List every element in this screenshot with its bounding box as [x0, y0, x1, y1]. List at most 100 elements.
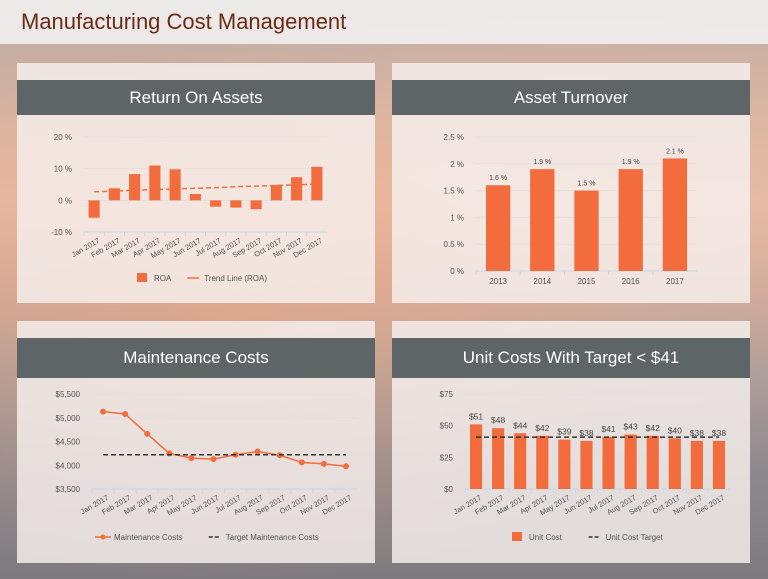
data-label: $44 [513, 420, 527, 430]
target-line [94, 183, 317, 193]
legend-swatch [137, 273, 147, 282]
y-tick-label: 0 % [58, 196, 72, 205]
x-tick-label: 2015 [578, 277, 596, 286]
data-point [298, 459, 305, 466]
legend-swatch [512, 532, 522, 541]
data-label: 2.1 % [666, 148, 684, 155]
bar [668, 438, 681, 489]
bar [558, 439, 571, 489]
data-label: $42 [646, 423, 660, 433]
legend-label: Maintenance Costs [114, 533, 182, 542]
y-tick-label: $50 [440, 422, 454, 431]
data-label: $40 [668, 425, 682, 435]
bar [690, 440, 703, 489]
y-tick-label: $75 [440, 390, 454, 399]
y-tick-label: $25 [440, 453, 454, 462]
bar [189, 194, 201, 201]
bar [270, 185, 282, 201]
data-label: 1.5 % [578, 181, 596, 188]
data-label: 1.9 % [533, 159, 551, 166]
bar [492, 428, 505, 489]
y-tick-label: $5,500 [56, 390, 81, 399]
legend-label: Target Maintenance Costs [226, 533, 319, 542]
bar [580, 440, 593, 489]
bar [311, 166, 323, 201]
x-tick-label: 2017 [666, 277, 684, 286]
y-tick-label: 2.5 % [444, 133, 464, 142]
bar [469, 424, 483, 489]
x-tick-label: 2016 [622, 277, 640, 286]
data-label: $43 [624, 422, 638, 432]
bar [88, 200, 100, 218]
y-tick-label: 20 % [54, 133, 72, 142]
bar [230, 200, 242, 208]
bar [646, 435, 659, 489]
y-tick-label: $5,000 [56, 414, 81, 423]
y-tick-label: 1 % [450, 213, 464, 222]
bar [149, 165, 161, 201]
page-header: Manufacturing Cost Management [0, 0, 768, 44]
legend-label: Unit Cost Target [606, 533, 664, 542]
unit-cost-title: Unit Costs With Target < $41 [392, 338, 750, 378]
bar [291, 177, 303, 201]
bar [129, 174, 141, 201]
bar [662, 158, 688, 271]
data-label: $39 [557, 427, 571, 437]
data-point [210, 456, 217, 463]
data-label: $38 [690, 428, 704, 438]
legend-label: ROA [154, 274, 172, 283]
bar [624, 434, 637, 489]
data-label: $51 [469, 411, 483, 421]
y-tick-label: 2 % [450, 160, 464, 169]
bar [250, 200, 262, 210]
bar [108, 188, 120, 201]
turnover-title: Asset Turnover [392, 80, 750, 115]
series-line [102, 410, 347, 467]
x-tick-label: 2013 [489, 277, 507, 286]
y-tick-label: $4,000 [56, 461, 81, 470]
data-label: $42 [535, 423, 549, 433]
y-tick-label: 0.5 % [444, 240, 464, 249]
y-tick-label: 0 % [450, 267, 464, 276]
bar [485, 185, 511, 271]
bar [530, 169, 555, 271]
y-tick-label: $0 [444, 485, 453, 494]
bar [514, 433, 527, 489]
data-point [342, 463, 349, 470]
x-tick-label: 2014 [533, 277, 551, 286]
y-tick-label: $4,500 [56, 438, 81, 447]
unit-cost-panel: Unit Costs With Target < $41 $0 $25 $50 $75… [392, 321, 750, 563]
y-tick-label: 1.5 % [444, 187, 464, 196]
page-title: Manufacturing Cost Management [21, 9, 347, 34]
data-point [144, 430, 151, 437]
bar [602, 437, 615, 489]
data-label: $38 [579, 428, 593, 438]
bar [574, 190, 599, 271]
bar [210, 200, 222, 207]
y-tick-label: -10 % [51, 228, 72, 237]
data-label: 1.9 % [622, 159, 640, 166]
bar [536, 435, 549, 489]
data-point [100, 408, 107, 415]
legend-swatch [100, 534, 106, 540]
data-point [122, 410, 129, 417]
roa-panel: Return On Assets -10 % 0 % 10 % 20 % Jan 201… [17, 63, 375, 303]
bar [712, 440, 726, 489]
data-point [254, 448, 261, 455]
data-label: 1.6 % [489, 175, 507, 182]
data-point [320, 460, 327, 467]
roa-title: Return On Assets [17, 80, 375, 115]
y-tick-label: $3,500 [56, 485, 81, 494]
data-label: $48 [491, 415, 505, 425]
maintenance-title: Maintenance Costs [17, 338, 375, 378]
y-tick-label: 10 % [54, 165, 72, 174]
legend-label: Unit Cost [529, 533, 563, 542]
data-label: $41 [601, 424, 615, 434]
bar [618, 169, 643, 271]
turnover-panel: Asset Turnover 0 % 0.5 % 1 % 1.5 % 2 % 2.5 % 2… [392, 63, 750, 303]
legend-label: Trend Line (ROA) [204, 274, 267, 283]
turnover-chart: 0 % 0.5 % 1 % 1.5 % 2 % 2.5 % 2013 2014 2015 2016… [444, 133, 697, 286]
